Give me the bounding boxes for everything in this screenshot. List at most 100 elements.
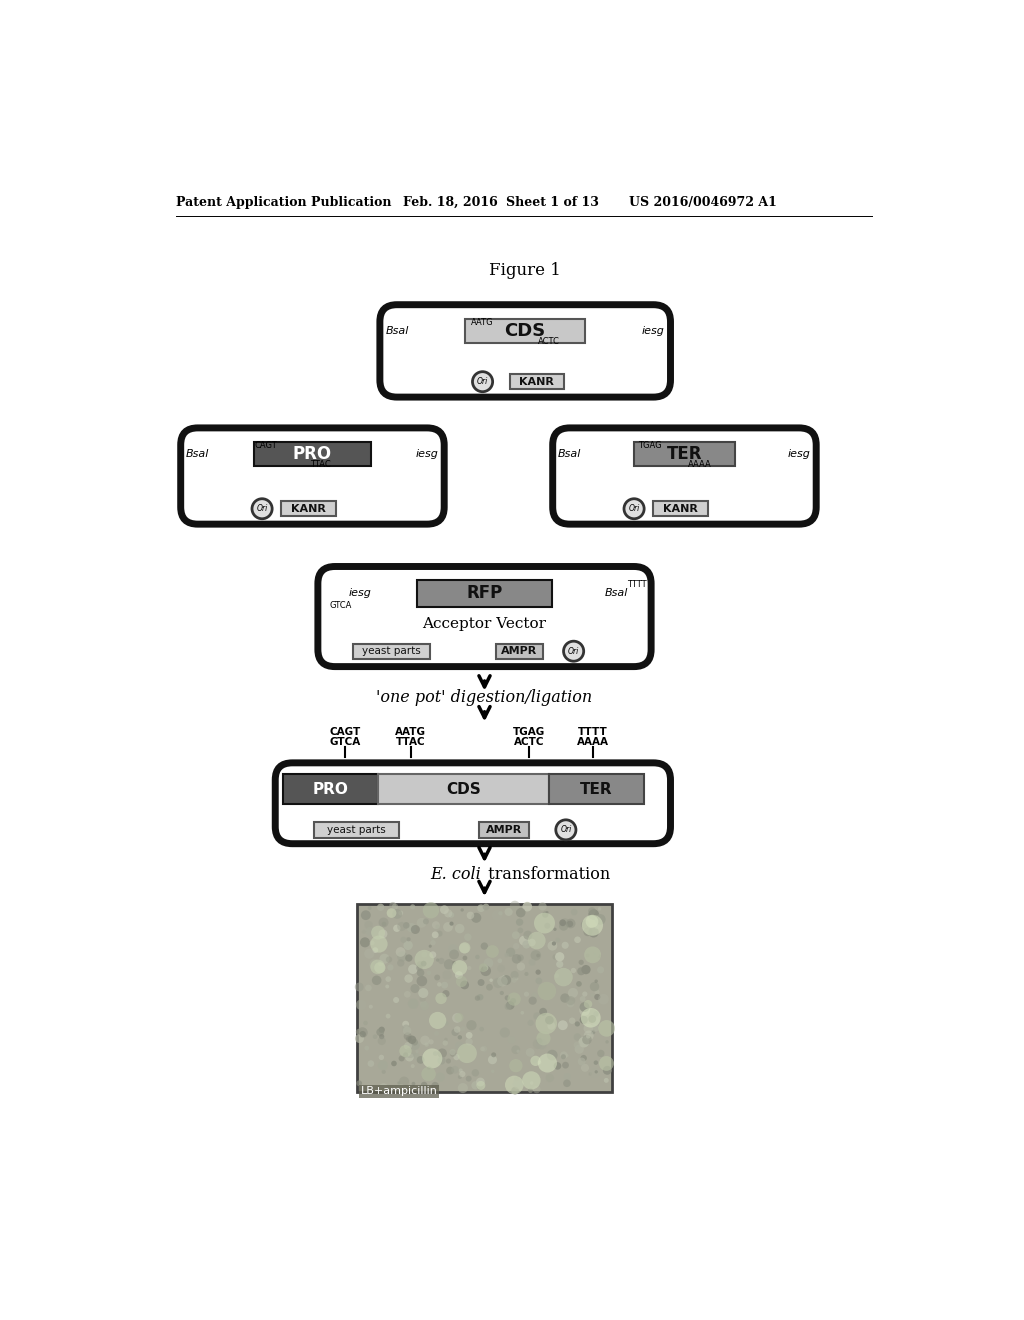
Text: AAAA: AAAA (577, 737, 609, 747)
Circle shape (417, 917, 427, 928)
Text: TGAG: TGAG (638, 441, 662, 450)
Circle shape (407, 923, 416, 932)
Circle shape (366, 985, 372, 991)
Text: ACTC: ACTC (514, 737, 545, 747)
Circle shape (460, 1026, 465, 1031)
Circle shape (498, 975, 508, 986)
Circle shape (399, 1077, 410, 1086)
Circle shape (570, 908, 578, 915)
Circle shape (460, 981, 469, 989)
Circle shape (374, 962, 385, 973)
Bar (496, 644, 543, 659)
Circle shape (581, 1055, 587, 1061)
Circle shape (430, 940, 435, 945)
Circle shape (378, 1038, 386, 1045)
Circle shape (590, 982, 599, 991)
Circle shape (379, 1055, 384, 1060)
Circle shape (537, 1039, 547, 1049)
Circle shape (598, 994, 609, 1005)
Text: TER: TER (580, 781, 612, 796)
Circle shape (368, 906, 372, 909)
Text: TTTT: TTTT (579, 727, 608, 737)
Bar (465, 318, 586, 343)
Circle shape (421, 961, 427, 966)
Circle shape (515, 977, 518, 981)
Bar (653, 502, 708, 516)
Circle shape (592, 1018, 600, 1026)
Circle shape (409, 965, 418, 974)
Circle shape (561, 1055, 566, 1059)
Bar (417, 581, 552, 607)
Circle shape (392, 903, 398, 909)
Circle shape (433, 1051, 437, 1056)
Text: yeast parts: yeast parts (328, 825, 386, 834)
Circle shape (420, 1002, 429, 1010)
Circle shape (558, 1020, 567, 1030)
Circle shape (538, 982, 556, 1001)
Circle shape (529, 1081, 534, 1085)
Circle shape (442, 990, 450, 998)
Circle shape (578, 968, 586, 975)
Circle shape (365, 920, 373, 929)
Circle shape (389, 902, 396, 909)
Circle shape (583, 991, 588, 997)
Circle shape (597, 966, 604, 973)
Circle shape (466, 1032, 472, 1039)
Circle shape (578, 1057, 586, 1065)
Circle shape (449, 912, 455, 917)
Circle shape (493, 909, 503, 920)
Circle shape (528, 997, 537, 1005)
Circle shape (399, 1045, 412, 1057)
Circle shape (416, 1049, 419, 1053)
Circle shape (397, 960, 404, 966)
Circle shape (563, 1073, 571, 1080)
Circle shape (378, 960, 384, 966)
Circle shape (538, 1053, 557, 1073)
Text: Ori: Ori (568, 647, 580, 656)
Circle shape (554, 968, 572, 986)
Text: transformation: transformation (483, 866, 610, 883)
Circle shape (386, 1014, 390, 1019)
Circle shape (489, 978, 493, 982)
Circle shape (403, 1032, 412, 1040)
Bar (352, 644, 430, 659)
Circle shape (528, 932, 546, 949)
Circle shape (477, 904, 485, 912)
Circle shape (522, 1072, 541, 1089)
Circle shape (403, 923, 410, 929)
Circle shape (560, 994, 569, 1003)
Circle shape (522, 940, 530, 949)
Circle shape (542, 911, 549, 917)
Circle shape (506, 948, 515, 957)
Text: AAAA: AAAA (688, 461, 712, 470)
Circle shape (450, 949, 459, 960)
Circle shape (500, 1027, 510, 1038)
Text: CDS: CDS (446, 781, 480, 796)
Circle shape (436, 958, 439, 962)
Text: CAGT: CAGT (330, 727, 360, 737)
Circle shape (567, 1001, 574, 1007)
Circle shape (511, 972, 519, 979)
Circle shape (466, 1020, 476, 1031)
Bar (283, 775, 378, 804)
Circle shape (420, 1001, 427, 1007)
Circle shape (376, 1028, 384, 1036)
Circle shape (522, 902, 532, 912)
Circle shape (589, 1008, 596, 1016)
Circle shape (566, 919, 575, 928)
Circle shape (594, 1011, 599, 1016)
Text: Feb. 18, 2016: Feb. 18, 2016 (403, 195, 498, 209)
Circle shape (408, 1036, 417, 1044)
Text: Bsal: Bsal (604, 589, 628, 598)
Circle shape (584, 1031, 594, 1040)
Circle shape (509, 1059, 522, 1072)
Text: Ori: Ori (477, 378, 488, 387)
Circle shape (568, 987, 578, 998)
Circle shape (432, 921, 439, 929)
Circle shape (498, 958, 502, 964)
Circle shape (432, 932, 438, 939)
Circle shape (574, 936, 581, 942)
Circle shape (411, 1040, 420, 1049)
Text: CDS: CDS (505, 322, 546, 339)
Circle shape (566, 920, 573, 927)
